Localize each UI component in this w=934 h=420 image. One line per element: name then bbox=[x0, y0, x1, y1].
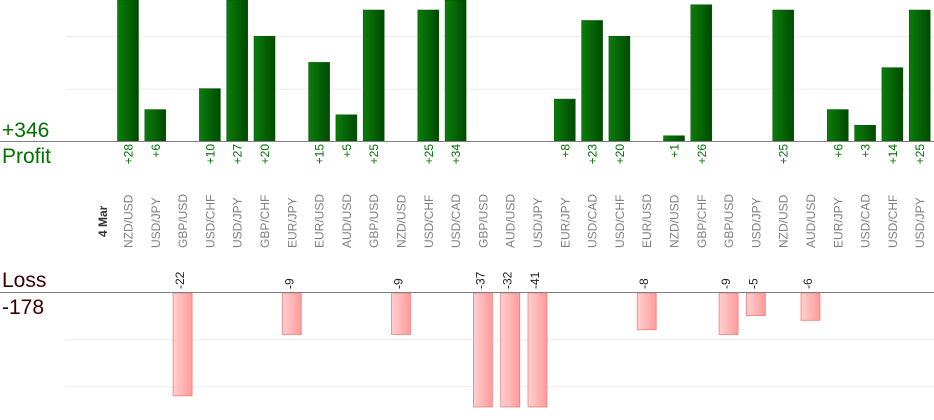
pair-label: AUD/USD bbox=[340, 194, 354, 248]
profit-value-label: +5 bbox=[340, 144, 354, 158]
pair-label: USD/JPY bbox=[913, 197, 927, 248]
loss-bar[interactable] bbox=[500, 292, 521, 408]
pair-label: USD/CAD bbox=[449, 194, 463, 248]
loss-bar[interactable] bbox=[391, 292, 411, 335]
loss-bar[interactable] bbox=[472, 292, 493, 408]
pair-label: GBP/USD bbox=[176, 194, 190, 248]
labels: NZD/USD +28 USD/JPY +6 GBP/USD -22 USD/CHF +10 U… bbox=[122, 144, 928, 289]
loss-bar[interactable] bbox=[718, 292, 739, 335]
profit-bar[interactable] bbox=[772, 9, 794, 142]
loss-value-label: -8 bbox=[637, 278, 651, 289]
profit-bar[interactable] bbox=[362, 9, 385, 142]
profit-value-label: +23 bbox=[586, 144, 600, 165]
profit-bar[interactable] bbox=[663, 135, 685, 142]
profit-bar[interactable] bbox=[827, 109, 849, 142]
loss-bar[interactable] bbox=[636, 292, 657, 331]
profit-value-label: +6 bbox=[831, 144, 845, 158]
pair-label: EUR/USD bbox=[313, 194, 327, 248]
profit-value-label: +25 bbox=[777, 144, 791, 165]
profit-bar[interactable] bbox=[335, 114, 358, 142]
bars bbox=[117, 0, 931, 408]
pair-label: GBP/CHF bbox=[258, 195, 272, 248]
profit-bar[interactable] bbox=[417, 9, 440, 142]
profit-value-label: +25 bbox=[367, 144, 381, 165]
loss-value-label: -9 bbox=[392, 278, 406, 289]
loss-bar[interactable] bbox=[746, 292, 766, 317]
profit-bar[interactable] bbox=[881, 67, 904, 142]
pair-label: GBP/USD bbox=[722, 194, 736, 248]
profit-value-label: +14 bbox=[886, 144, 900, 165]
pair-label: NZD/USD bbox=[395, 194, 409, 248]
loss-value-label: -9 bbox=[719, 278, 733, 289]
loss-value-label: -5 bbox=[746, 278, 760, 289]
profit-value-label: +8 bbox=[558, 144, 572, 158]
pair-label: USD/JPY bbox=[231, 197, 245, 248]
loss-value-label: -6 bbox=[801, 278, 815, 289]
loss-value-label: -37 bbox=[473, 271, 487, 289]
pair-label: EUR/JPY bbox=[831, 197, 845, 248]
pair-label: USD/JPY bbox=[531, 197, 545, 248]
profit-value-label: +20 bbox=[258, 144, 272, 165]
profit-bar[interactable] bbox=[908, 9, 931, 142]
pair-label: GBP/USD bbox=[367, 194, 381, 248]
loss-label: Loss bbox=[2, 269, 46, 292]
profit-bar[interactable] bbox=[854, 125, 876, 142]
profit-bar[interactable] bbox=[226, 0, 248, 142]
loss-bar[interactable] bbox=[281, 292, 302, 335]
loss-bar[interactable] bbox=[172, 292, 193, 397]
profit-value-label: +25 bbox=[422, 144, 436, 165]
profit-bar[interactable] bbox=[144, 109, 167, 142]
loss-value-label: -9 bbox=[282, 278, 296, 289]
pair-label: USD/JPY bbox=[149, 197, 163, 248]
pair-label: AUD/USD bbox=[504, 194, 518, 248]
profit-value-label: +20 bbox=[613, 144, 627, 165]
profit-bar[interactable] bbox=[117, 0, 139, 142]
pair-label: EUR/USD bbox=[640, 194, 654, 248]
pair-label: NZD/USD bbox=[122, 194, 136, 248]
profit-bar[interactable] bbox=[554, 98, 576, 142]
profit-label: Profit bbox=[2, 145, 51, 168]
pair-label: USD/CAD bbox=[586, 194, 600, 248]
loss-bar[interactable] bbox=[800, 292, 821, 321]
pair-label: USD/CHF bbox=[203, 195, 217, 248]
pair-label: GBP/USD bbox=[476, 194, 490, 248]
profit-bar[interactable] bbox=[608, 35, 631, 142]
date-label: 4 Mar bbox=[96, 205, 110, 237]
profit-value-label: +26 bbox=[695, 144, 709, 165]
pair-label: USD/JPY bbox=[749, 197, 763, 248]
profit-value-label: +27 bbox=[231, 144, 245, 165]
pair-label: NZD/USD bbox=[668, 194, 682, 248]
profit-total: +346 bbox=[2, 119, 49, 142]
pair-label: EUR/JPY bbox=[558, 197, 572, 248]
pair-label: AUD/USD bbox=[804, 194, 818, 248]
profit-value-label: +1 bbox=[668, 144, 682, 158]
profit-value-label: +10 bbox=[203, 144, 217, 165]
pair-label: GBP/CHF bbox=[695, 195, 709, 248]
profit-value-label: +6 bbox=[149, 144, 163, 158]
profit-value-label: +25 bbox=[913, 144, 927, 165]
loss-bar[interactable] bbox=[527, 292, 548, 408]
profit-value-label: +15 bbox=[313, 144, 327, 165]
loss-value-label: -32 bbox=[501, 271, 515, 289]
profit-bar[interactable] bbox=[308, 62, 330, 142]
profit-bar[interactable] bbox=[253, 35, 276, 142]
pair-label: NZD/USD bbox=[777, 194, 791, 248]
profit-value-label: +28 bbox=[122, 144, 136, 165]
pair-label: USD/CHF bbox=[422, 195, 436, 248]
profit-bar[interactable] bbox=[199, 88, 221, 142]
pair-label: USD/CAD bbox=[859, 194, 873, 248]
profit-bar[interactable] bbox=[690, 4, 713, 142]
profit-bar[interactable] bbox=[581, 20, 603, 142]
pair-label: EUR/JPY bbox=[285, 197, 299, 248]
loss-total: -178 bbox=[2, 296, 44, 319]
profit-value-label: +34 bbox=[449, 144, 463, 165]
pair-label: USD/CHF bbox=[886, 195, 900, 248]
loss-value-label: -41 bbox=[528, 271, 542, 289]
pair-label: USD/CHF bbox=[613, 195, 627, 248]
profit-value-label: +3 bbox=[859, 144, 873, 158]
profit-bar[interactable] bbox=[444, 0, 467, 142]
loss-value-label: -22 bbox=[173, 271, 187, 289]
